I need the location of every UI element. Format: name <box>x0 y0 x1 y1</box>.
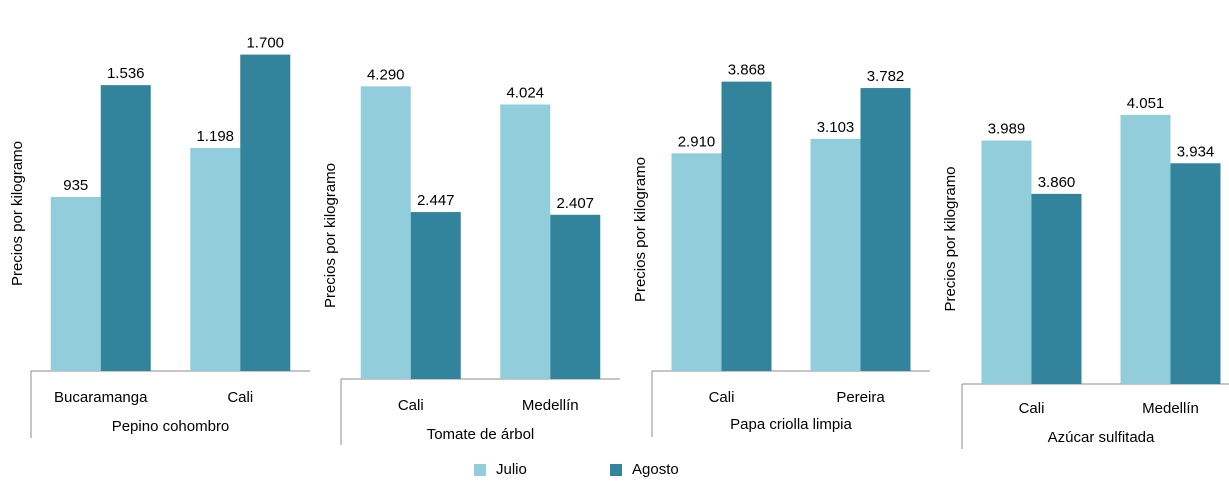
legend-swatch-agosto <box>610 463 622 476</box>
bar-papa-criolla-limpia-julio-0 <box>671 153 722 371</box>
bar-tomate-de-arbol-agosto-0 <box>410 212 461 379</box>
data-label: 3.103 <box>817 119 855 136</box>
data-label: 1.700 <box>246 35 284 52</box>
bar-pepino-cohombro-agosto-0 <box>100 85 151 371</box>
group-label: Azúcar sulfitada <box>1048 429 1155 446</box>
legend-item-julio: Julio <box>474 461 527 478</box>
bar-pepino-cohombro-julio-0 <box>50 196 101 371</box>
data-label: 4.024 <box>506 84 544 101</box>
group-label: Tomate de árbol <box>427 426 535 443</box>
x-tick-label: Cali <box>398 397 424 414</box>
x-tick-label: Cali <box>227 389 253 406</box>
data-label: 3.868 <box>728 62 766 79</box>
data-label: 3.934 <box>1177 143 1215 160</box>
y-axis-title: Precios por kilogramo <box>632 157 649 302</box>
data-label: 4.051 <box>1127 95 1165 112</box>
data-label: 2.407 <box>556 195 594 212</box>
legend: Julio Agosto <box>0 461 1229 485</box>
x-tick-label: Medellín <box>522 397 579 414</box>
bar-papa-criolla-limpia-agosto-0 <box>721 81 772 371</box>
x-tick-label: Cali <box>709 389 735 406</box>
x-tick-label: Cali <box>1019 400 1045 417</box>
bar-pepino-cohombro-julio-1 <box>190 148 241 371</box>
legend-item-agosto: Agosto <box>610 461 679 478</box>
bar-papa-criolla-limpia-julio-1 <box>810 138 861 371</box>
bar-papa-criolla-limpia-agosto-1 <box>860 88 911 372</box>
data-label: 3.989 <box>988 121 1026 138</box>
group-label: Pepino cohombro <box>112 418 230 435</box>
y-axis-title: Precios por kilogramo <box>9 141 26 286</box>
x-tick-label: Medellín <box>1142 400 1199 417</box>
data-label: 2.447 <box>417 192 455 209</box>
bar-pepino-cohombro-agosto-1 <box>240 54 291 371</box>
y-axis-title: Precios por kilogramo <box>942 166 959 311</box>
bar-azucar-sulfitada-julio-1 <box>1120 114 1171 385</box>
legend-swatch-julio <box>474 463 486 476</box>
data-label: 935 <box>63 177 88 194</box>
bar-azucar-sulfitada-agosto-1 <box>1170 163 1221 384</box>
data-label: 3.782 <box>867 68 905 85</box>
x-tick-label: Pereira <box>836 389 885 406</box>
legend-label-julio: Julio <box>496 461 527 478</box>
group-label: Papa criolla limpia <box>730 416 852 433</box>
data-label: 3.860 <box>1038 174 1076 191</box>
data-label: 1.198 <box>196 128 234 145</box>
y-axis-title: Precios por kilogramo <box>322 163 339 308</box>
data-label: 1.536 <box>107 65 145 82</box>
bar-tomate-de-arbol-julio-0 <box>360 86 411 380</box>
bar-tomate-de-arbol-julio-1 <box>500 104 551 379</box>
legend-label-agosto: Agosto <box>632 461 679 478</box>
bar-azucar-sulfitada-agosto-0 <box>1031 193 1082 384</box>
x-tick-label: Bucaramanga <box>54 389 148 406</box>
data-label: 4.290 <box>367 66 405 83</box>
bar-tomate-de-arbol-agosto-1 <box>550 214 601 379</box>
data-label: 2.910 <box>678 133 716 150</box>
bar-azucar-sulfitada-julio-0 <box>981 140 1032 384</box>
